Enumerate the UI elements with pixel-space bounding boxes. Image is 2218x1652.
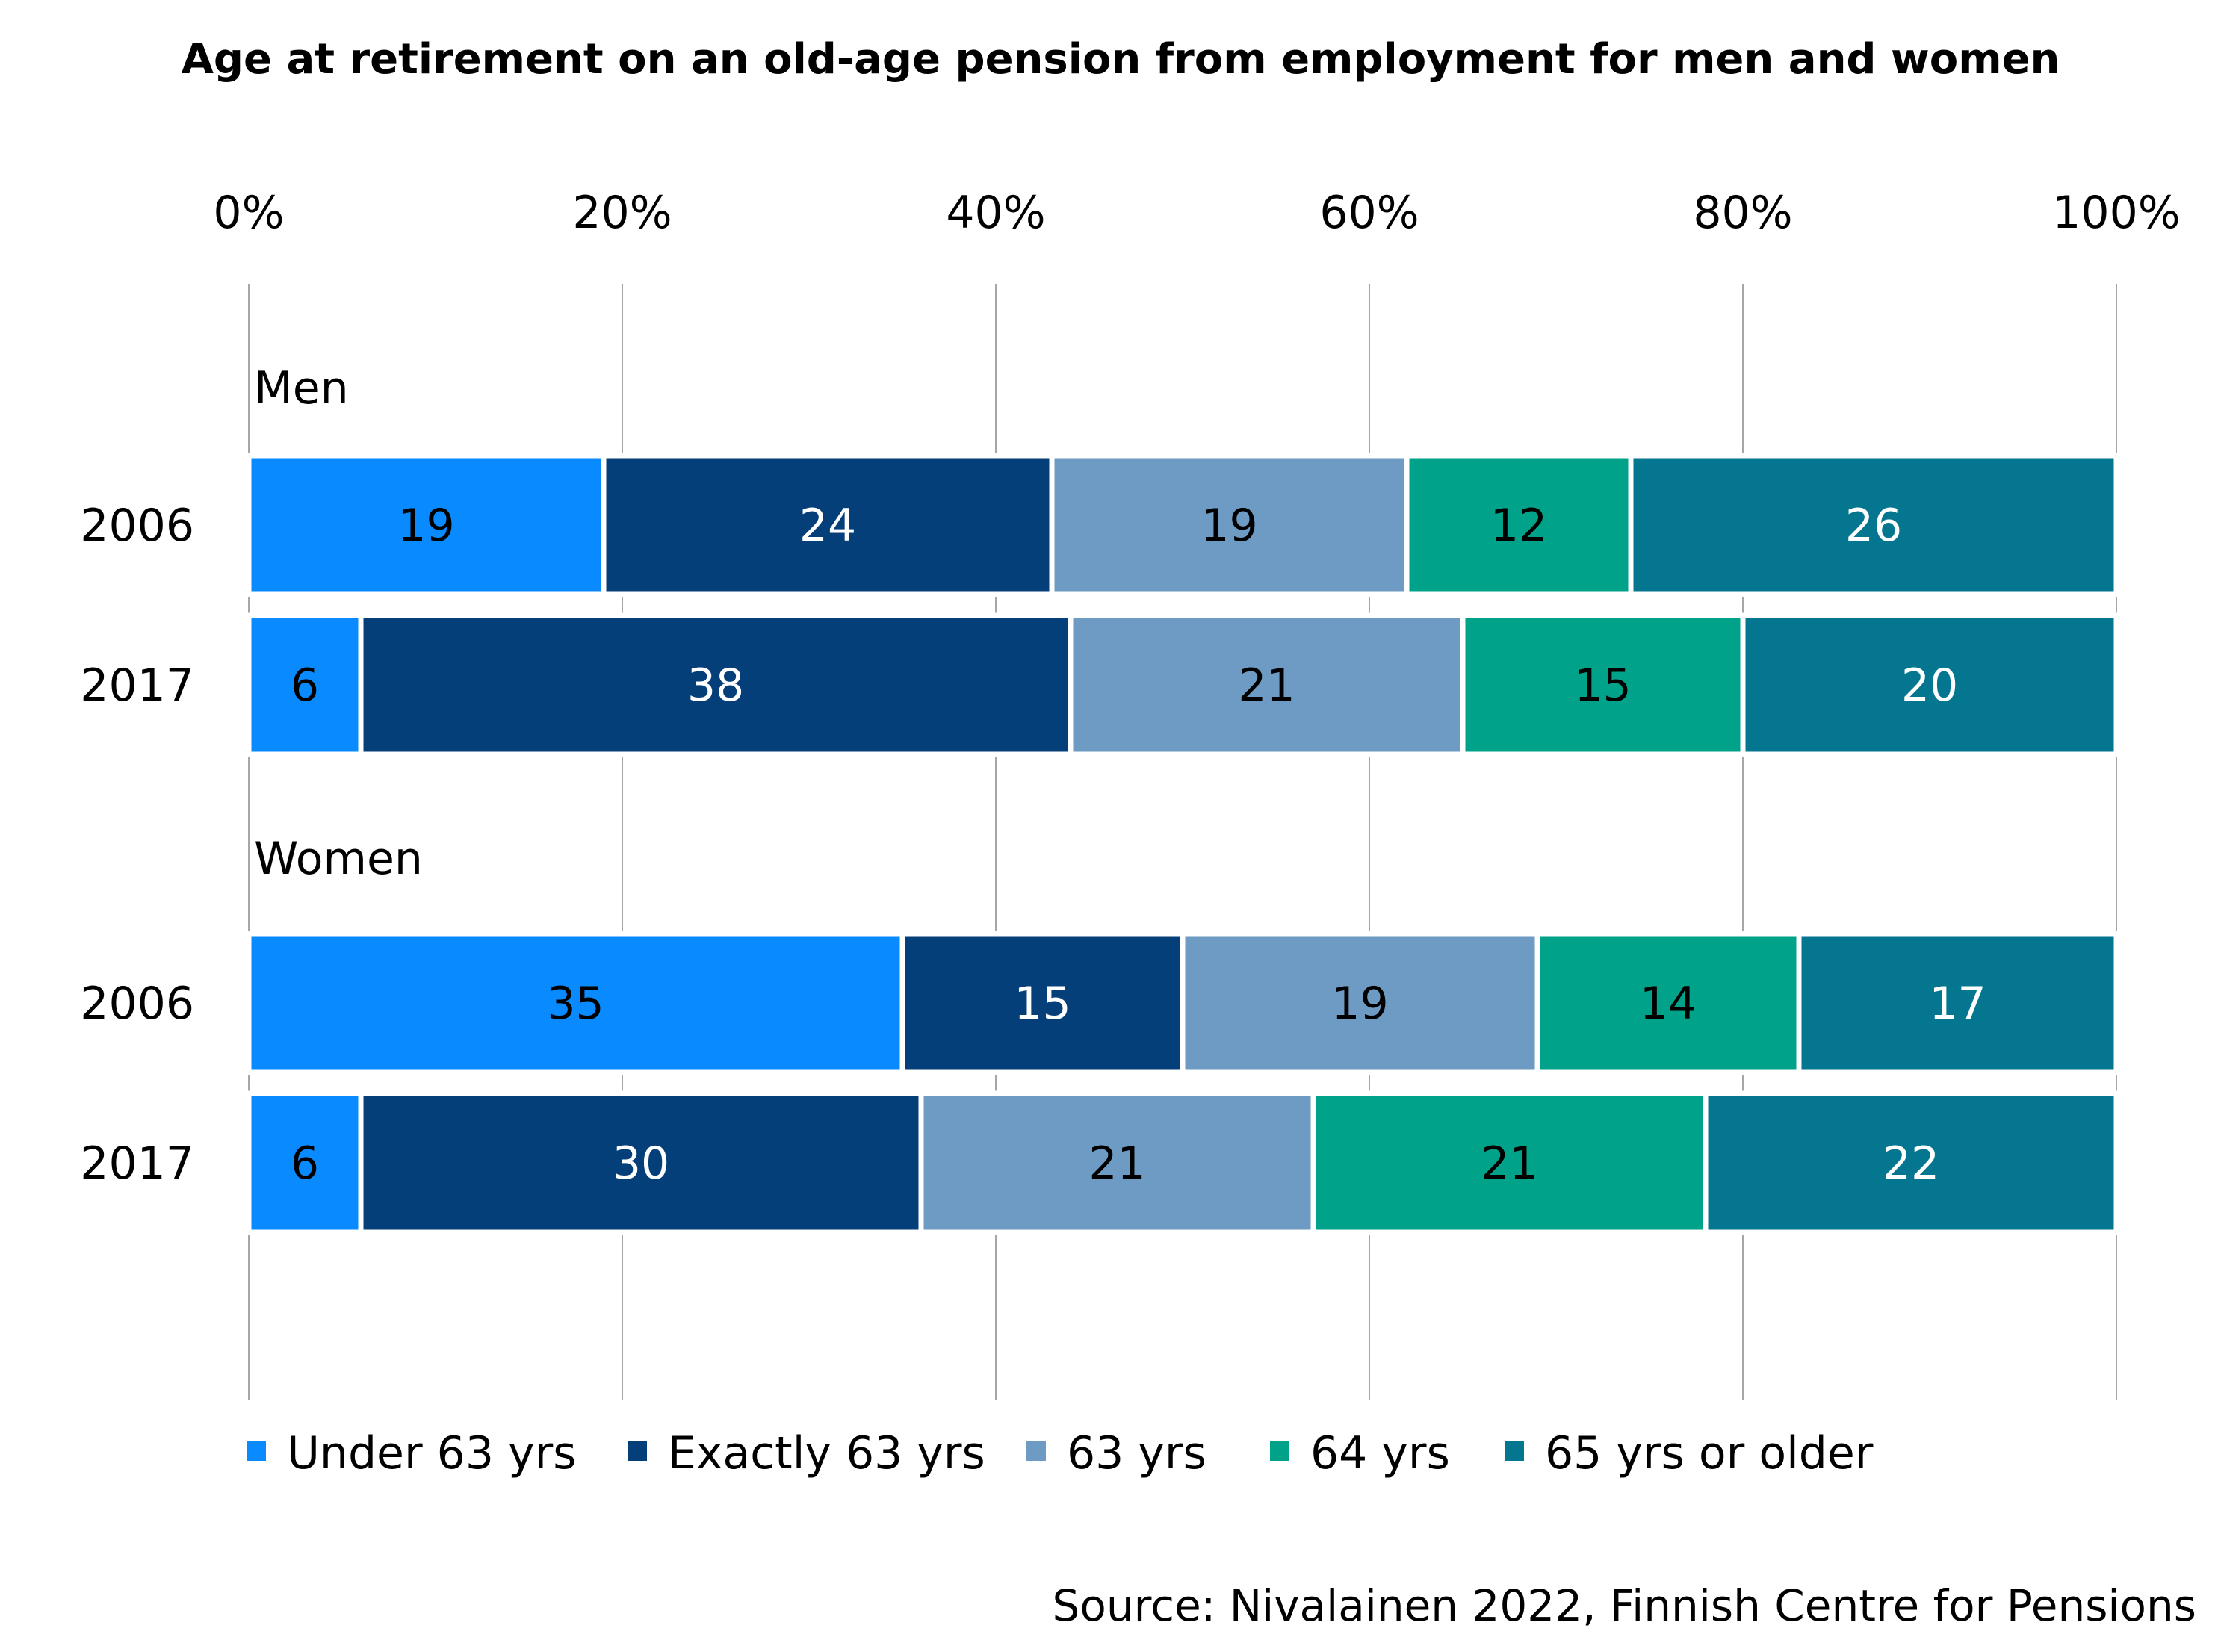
chart-title: Age at retirement on an old-age pension …	[182, 35, 2060, 84]
data-label: 26	[1845, 500, 1902, 552]
data-label: 15	[1014, 978, 1071, 1030]
bar-segment	[1460, 612, 1746, 757]
data-label: 30	[613, 1137, 669, 1190]
legend-swatch	[1026, 1441, 1046, 1461]
data-label: 22	[1883, 1137, 1939, 1190]
x-tick-label: 40%	[946, 187, 1045, 239]
group-label: Men	[254, 362, 349, 414]
legend: Under 63 yrs Exactly 63 yrs 63 yrs 64 yrs 65…	[247, 1427, 1874, 1479]
legend-label: 65 yrs or older	[1545, 1427, 1874, 1479]
bar-segment	[1628, 453, 2119, 597]
legend-swatch	[1270, 1441, 1289, 1461]
bar-segment	[918, 1090, 1316, 1235]
data-label: 35	[547, 978, 604, 1030]
legend-label: 63 yrs	[1067, 1427, 1206, 1479]
data-label: 17	[1929, 978, 1986, 1030]
data-label: 6	[291, 659, 319, 712]
bars: 19 24 19 12 26 6 38 21 15 20 35 15 19 14 17 6 30 21 21 22	[246, 453, 2119, 1235]
x-tick-label: 0%	[213, 187, 284, 239]
data-label: 21	[1088, 1137, 1145, 1190]
data-label: 21	[1481, 1137, 1537, 1190]
bar-segment	[246, 1090, 364, 1235]
group-labels: Men Women	[254, 362, 423, 885]
legend-swatch	[628, 1441, 647, 1461]
x-tick-label: 20%	[572, 187, 672, 239]
data-label: 19	[1331, 978, 1388, 1030]
bar-segment	[246, 453, 607, 597]
bar-segment	[1796, 931, 2119, 1075]
legend-swatch	[1505, 1441, 1524, 1461]
row-label: 2017	[80, 659, 194, 712]
group-label: Women	[254, 833, 423, 885]
bar-segment	[358, 1090, 924, 1235]
legend-label: Under 63 yrs	[287, 1427, 577, 1479]
bar-segment	[1534, 931, 1802, 1075]
x-axis-ticks: 0% 20% 40% 60% 80% 100%	[213, 187, 2180, 239]
data-label: 14	[1640, 978, 1697, 1030]
bar-segment	[358, 612, 1074, 757]
row-label: 2006	[80, 978, 194, 1030]
bar-segment	[1404, 453, 1634, 597]
x-tick-label: 60%	[1319, 187, 1419, 239]
row-label: 2017	[80, 1137, 194, 1190]
data-label: 15	[1574, 659, 1631, 712]
data-label: 19	[397, 500, 454, 552]
bar-segment	[246, 931, 905, 1075]
data-label: 38	[687, 659, 744, 712]
bar-segment	[1740, 612, 2119, 757]
data-label: 21	[1238, 659, 1295, 712]
bar-segment	[601, 453, 1055, 597]
data-label: 19	[1201, 500, 1257, 552]
data-label: 12	[1490, 500, 1547, 552]
legend-label: Exactly 63 yrs	[668, 1427, 985, 1479]
x-tick-label: 100%	[2052, 187, 2181, 239]
legend-label: 64 yrs	[1310, 1427, 1450, 1479]
bar-segment	[1049, 453, 1410, 597]
data-label: 20	[1901, 659, 1958, 712]
bar-segment	[1703, 1090, 2119, 1235]
x-tick-label: 80%	[1693, 187, 1792, 239]
data-label: 6	[291, 1137, 319, 1190]
legend-swatch	[247, 1441, 266, 1461]
row-labels: 2006 2017 2006 2017	[80, 500, 194, 1190]
bar-segment	[1180, 931, 1540, 1075]
row-label: 2006	[80, 500, 194, 552]
source-note: Source: Nivalainen 2022, Finnish Centre …	[1053, 1580, 2196, 1631]
data-label: 24	[799, 500, 856, 552]
